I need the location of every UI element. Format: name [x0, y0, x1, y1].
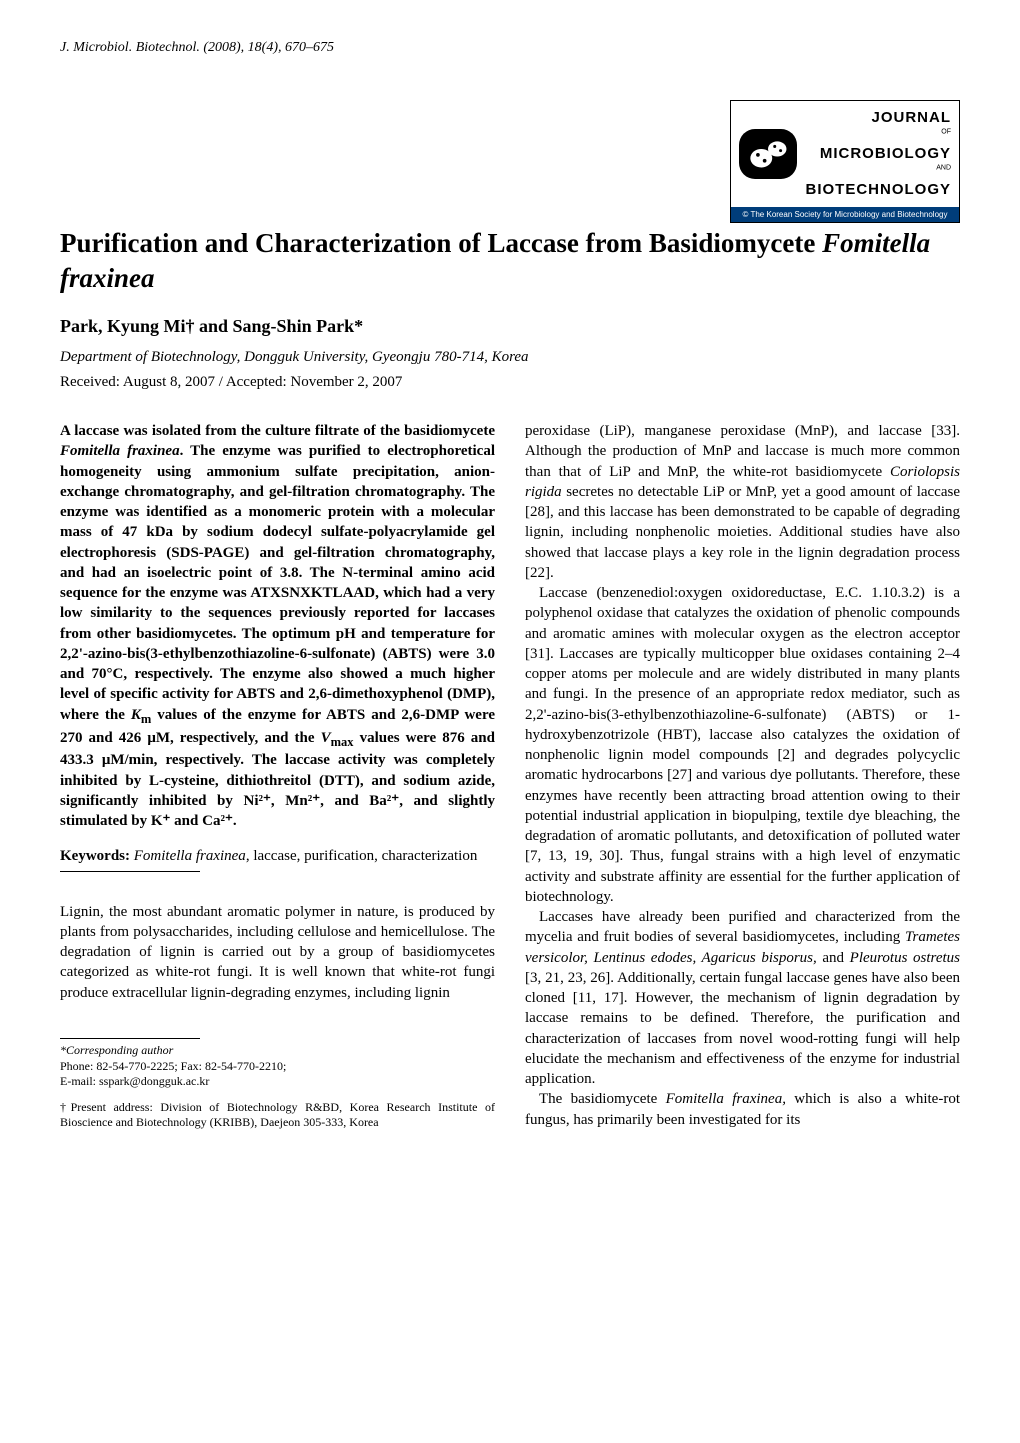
corresponding-label: *Corresponding author — [60, 1043, 173, 1057]
footer-email: E-mail: sspark@dongguk.ac.kr — [60, 1074, 209, 1088]
keywords-section: Keywords: Fomitella fraxinea, laccase, p… — [60, 846, 495, 866]
abstract-seg1: A laccase was isolated from the culture … — [60, 423, 495, 439]
authors: Park, Kyung Mi† and Sang-Shin Park* — [60, 316, 960, 337]
microbe-icon — [739, 129, 797, 179]
paper-title: Purification and Characterization of Lac… — [60, 226, 960, 296]
keywords-divider — [60, 871, 200, 872]
logo-journal-text: JOURNAL — [805, 109, 951, 127]
keywords-rest: , laccase, purification, characterizatio… — [246, 848, 478, 864]
abstract-vmax: V — [321, 730, 331, 746]
two-column-layout: A laccase was isolated from the culture … — [60, 421, 960, 1131]
abstract-km: K — [131, 707, 141, 723]
logo-text-block: JOURNAL OFMICROBIOLOGY ANDBIOTECHNOLOGY — [805, 109, 951, 199]
col2-p3-seg1: Laccases have already been purified and … — [525, 909, 960, 945]
col2-para3: Laccases have already been purified and … — [525, 907, 960, 1089]
footer-divider — [60, 1038, 200, 1039]
abstract-text: A laccase was isolated from the culture … — [60, 421, 495, 831]
col2-para4: The basidiomycete Fomitella fraxinea, wh… — [525, 1089, 960, 1130]
logo-top-section: JOURNAL OFMICROBIOLOGY ANDBIOTECHNOLOGY — [731, 101, 959, 207]
logo-society-bar: © The Korean Society for Microbiology an… — [731, 207, 959, 222]
intro-para1: Lignin, the most abundant aromatic polym… — [60, 902, 495, 1003]
corresponding-author-footer: *Corresponding author Phone: 82-54-770-2… — [60, 1043, 495, 1090]
abstract-seg2: . The enzyme was purified to electrophor… — [60, 443, 495, 722]
affiliation: Department of Biotechnology, Dongguk Uni… — [60, 349, 960, 366]
col2-p4-seg1: The basidiomycete — [539, 1091, 666, 1107]
received-accepted-dates: Received: August 8, 2007 / Accepted: Nov… — [60, 374, 960, 391]
col2-p4-species: Fomitella fraxinea, — [666, 1091, 786, 1107]
col2-p3-species2: Pleurotus ostretus — [850, 950, 960, 966]
authors-text: Park, Kyung Mi† and Sang-Shin Park* — [60, 316, 363, 336]
col2-p3-seg3: [3, 21, 23, 26]. Additionally, certain f… — [525, 970, 960, 1087]
logo-micro-text: OFMICROBIOLOGY — [805, 127, 951, 163]
left-column: A laccase was isolated from the culture … — [60, 421, 495, 1131]
abstract-lcys: L — [149, 773, 159, 789]
journal-reference: J. Microbiol. Biotechnol. (2008), 18(4),… — [60, 40, 960, 56]
present-address-footer: †Present address: Division of Biotechnol… — [60, 1100, 495, 1131]
right-column: peroxidase (LiP), manganese peroxidase (… — [525, 421, 960, 1131]
keywords-label: Keywords: — [60, 848, 130, 864]
footer-phone: Phone: 82-54-770-2225; Fax: 82-54-770-22… — [60, 1059, 286, 1073]
abstract-m-sub: m — [141, 712, 151, 726]
col2-p1-seg2: secretes no detectable LiP or MnP, yet a… — [525, 484, 960, 581]
keywords-species: Fomitella fraxinea — [134, 848, 246, 864]
abstract-species: Fomitella fraxinea — [60, 443, 180, 459]
abstract-max-sub: max — [331, 735, 354, 749]
title-text: Purification and Characterization of Lac… — [60, 228, 822, 258]
col2-para2: Laccase (benzenediol:oxygen oxidoreducta… — [525, 583, 960, 907]
logo-biotech-text: ANDBIOTECHNOLOGY — [805, 163, 951, 199]
col2-p3-seg2: and — [817, 950, 850, 966]
journal-logo-box: JOURNAL OFMICROBIOLOGY ANDBIOTECHNOLOGY … — [730, 100, 960, 223]
col2-para1: peroxidase (LiP), manganese peroxidase (… — [525, 421, 960, 583]
title-section: Purification and Characterization of Lac… — [60, 226, 960, 296]
